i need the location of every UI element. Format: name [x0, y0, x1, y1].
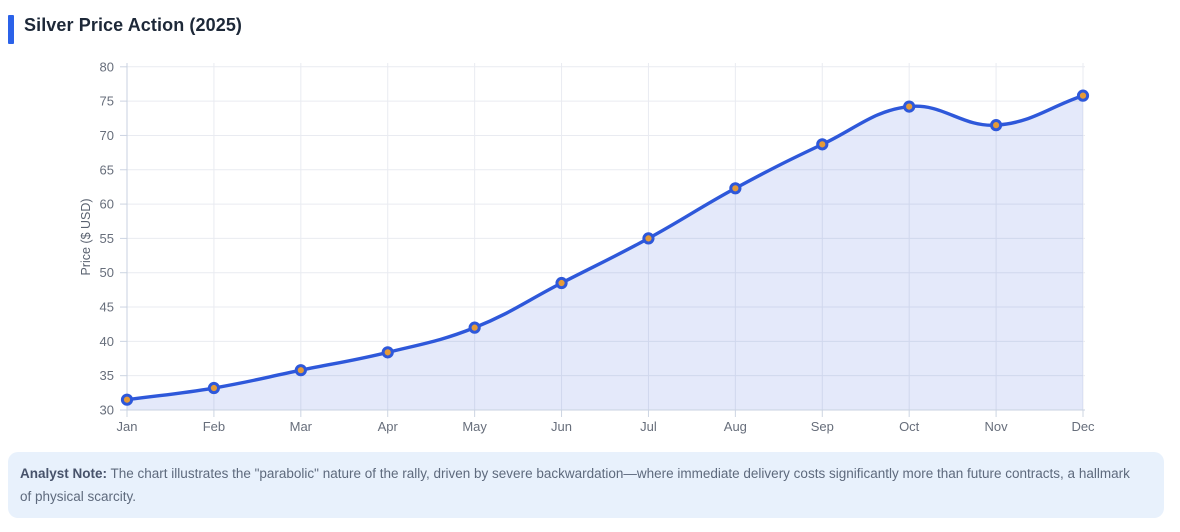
y-tick-label: 50 — [100, 265, 114, 280]
x-tick-label: Jan — [117, 419, 138, 434]
x-tick-label: Dec — [1071, 419, 1095, 434]
x-tick-label: May — [462, 419, 487, 434]
x-tick-label: Aug — [724, 419, 747, 434]
data-point-may[interactable] — [468, 321, 481, 334]
x-tick-label: Mar — [290, 419, 313, 434]
x-tick-label: Apr — [378, 419, 399, 434]
data-point-jul[interactable] — [642, 232, 655, 245]
price-line — [125, 93, 1085, 402]
y-tick-label: 80 — [100, 59, 114, 74]
data-point-oct[interactable] — [903, 100, 916, 113]
y-tick-label: 65 — [100, 162, 114, 177]
x-tick-label: Sep — [811, 419, 834, 434]
data-point-feb[interactable] — [207, 381, 221, 395]
analyst-note-text: The chart illustrates the "parabolic" na… — [20, 466, 1130, 504]
y-tick-label: 60 — [100, 197, 114, 212]
analyst-note: Analyst Note: The chart illustrates the … — [8, 452, 1164, 518]
data-point-jan[interactable] — [120, 393, 134, 406]
x-tick-label: Feb — [203, 419, 225, 434]
y-tick-label: 75 — [100, 94, 114, 109]
y-axis-title: Price ($ USD) — [79, 198, 93, 275]
data-point-aug[interactable] — [729, 182, 742, 195]
y-tick-label: 45 — [100, 300, 114, 315]
data-point-nov[interactable] — [989, 119, 1003, 132]
x-tick-label: Jun — [551, 419, 572, 434]
x-tick-label: Jul — [640, 419, 657, 434]
data-point-mar[interactable] — [294, 364, 307, 377]
data-point-sep[interactable] — [816, 138, 829, 151]
page-title: Silver Price Action (2025) — [24, 15, 243, 35]
x-tick-label: Nov — [985, 419, 1009, 434]
y-tick-label: 30 — [100, 403, 114, 418]
data-point-jun[interactable] — [555, 276, 568, 290]
y-tick-label: 35 — [100, 368, 114, 383]
y-tick-label: 40 — [100, 334, 114, 349]
data-point-apr[interactable] — [381, 346, 394, 359]
data-point-dec[interactable] — [1076, 89, 1090, 102]
area-fill — [127, 95, 1083, 411]
analyst-note-label: Analyst Note: — [20, 466, 108, 481]
x-tick-label: Oct — [899, 419, 920, 434]
title-accent-bar — [8, 15, 14, 44]
y-tick-label: 70 — [100, 128, 114, 143]
chart-header: Silver Price Action (2025) — [0, 0, 1180, 48]
y-tick-label: 55 — [100, 231, 114, 246]
